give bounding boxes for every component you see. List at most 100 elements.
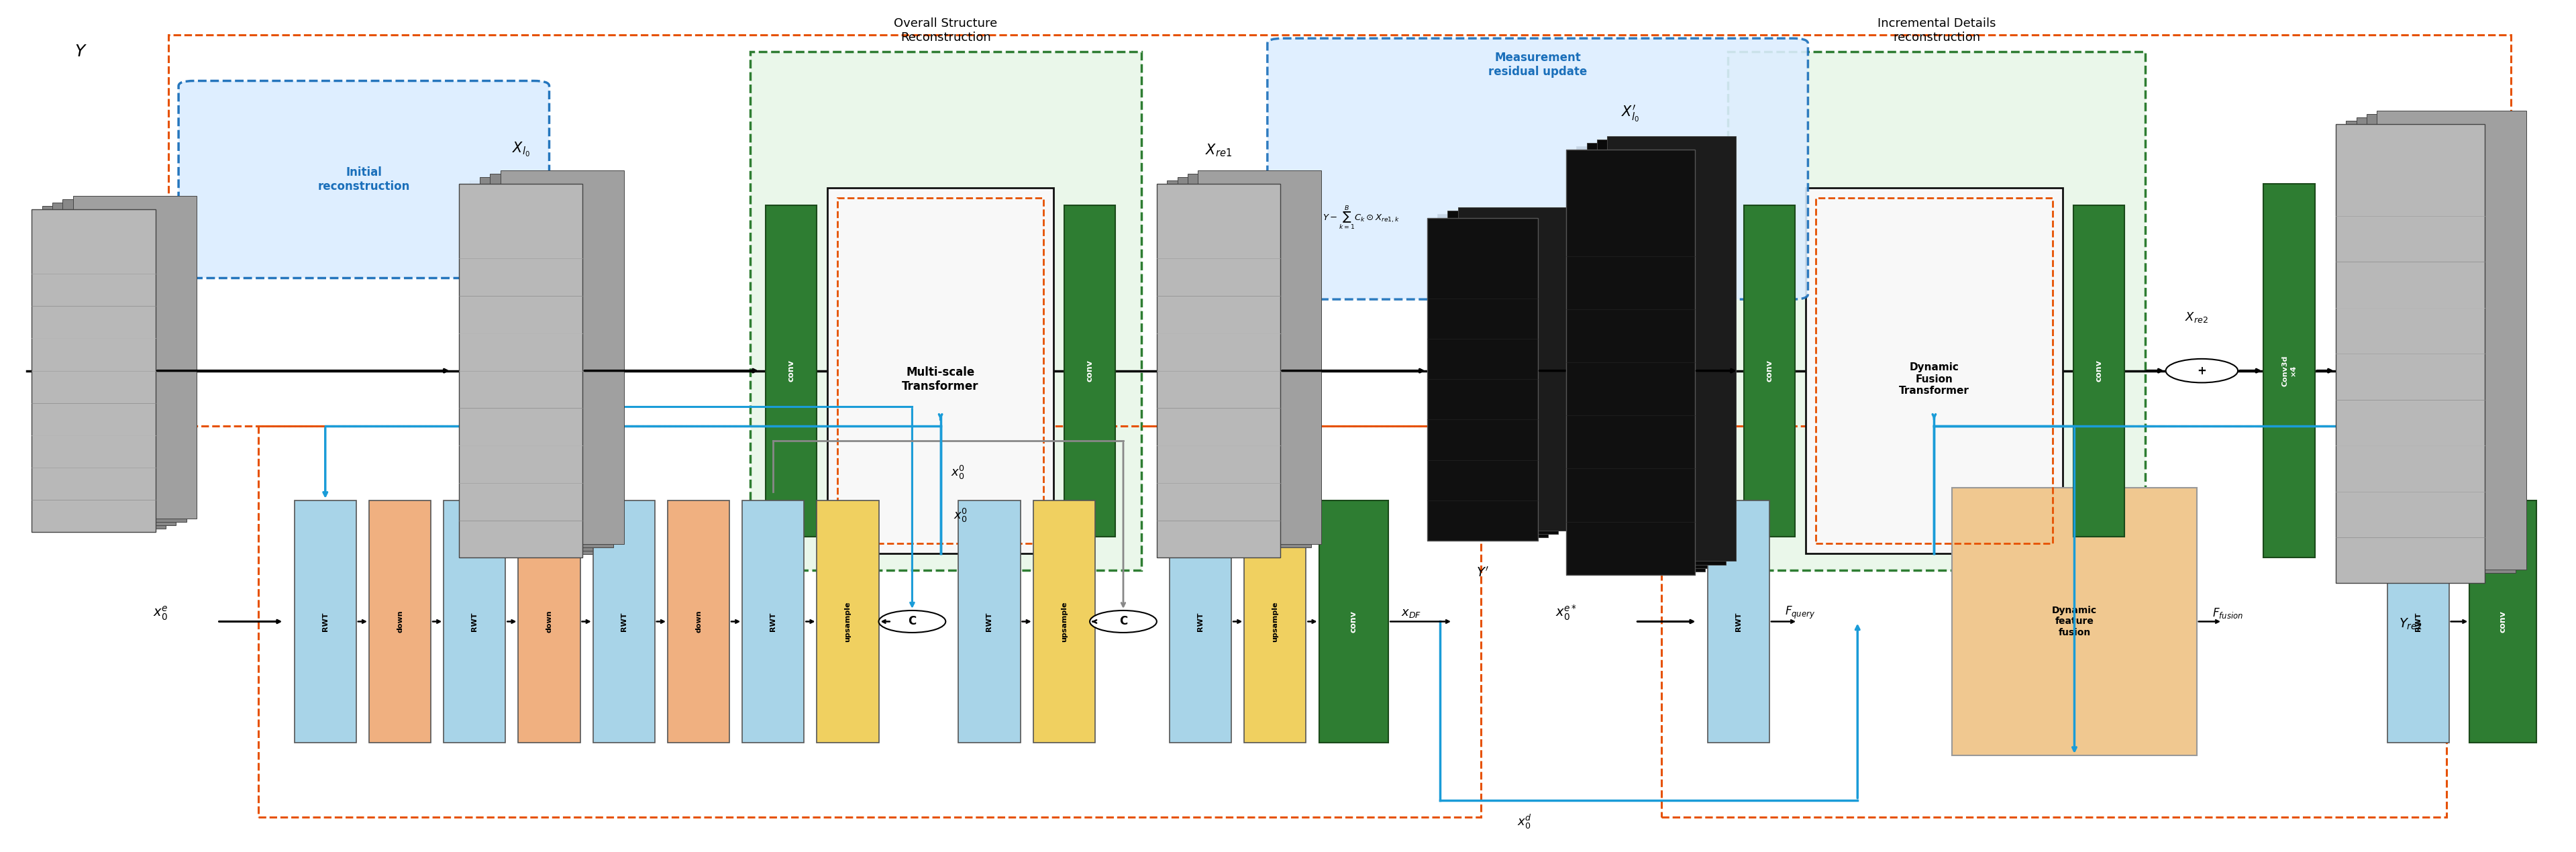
Bar — [1167, 181, 1291, 555]
Text: conv: conv — [786, 360, 796, 382]
Text: $F_{fusion}$: $F_{fusion}$ — [2213, 607, 2244, 619]
Text: Incremental Details
reconstruction: Incremental Details reconstruction — [1878, 17, 1996, 43]
Text: $Y' = Y - \sum_{k=1}^{B} C_k \odot X_{re1,k}$: $Y' = Y - \sum_{k=1}^{B} C_k \odot X_{re… — [1303, 204, 1399, 232]
Bar — [958, 500, 1020, 743]
Bar — [817, 500, 878, 743]
Circle shape — [1090, 611, 1157, 632]
Bar — [1728, 52, 2146, 571]
Text: conv: conv — [1350, 611, 1358, 632]
Bar — [41, 206, 165, 529]
Text: Overall Structure
Reconstruction: Overall Structure Reconstruction — [894, 17, 997, 43]
Bar — [750, 52, 1141, 571]
Bar — [459, 184, 582, 558]
Text: conv: conv — [2094, 360, 2102, 382]
Text: $F_{query}$: $F_{query}$ — [1785, 605, 1816, 621]
Bar — [1607, 136, 1736, 561]
Bar — [1157, 184, 1280, 558]
Text: $x_{DF}$: $x_{DF}$ — [1401, 607, 1422, 619]
Text: C: C — [1118, 615, 1128, 628]
Text: RWT: RWT — [987, 612, 992, 631]
Bar — [1744, 205, 1795, 537]
Text: $Y$: $Y$ — [75, 43, 88, 60]
Bar — [1448, 211, 1558, 534]
Bar — [2388, 500, 2450, 743]
Text: conv: conv — [2499, 611, 2506, 632]
Text: Conv3d
×4: Conv3d ×4 — [2282, 355, 2298, 386]
Text: down: down — [696, 610, 701, 633]
Bar — [1577, 147, 1705, 572]
Bar — [62, 199, 185, 522]
Text: $X_{re2}$: $X_{re2}$ — [2184, 311, 2208, 324]
Text: $x_0^0$: $x_0^0$ — [953, 507, 969, 524]
Bar — [1816, 199, 2053, 544]
Bar — [52, 203, 175, 526]
Text: $X_{re1}$: $X_{re1}$ — [1206, 142, 1231, 158]
Text: $x_0^e$: $x_0^e$ — [152, 604, 167, 622]
Bar — [2357, 118, 2506, 577]
Bar — [1157, 184, 1280, 558]
Text: Initial
reconstruction: Initial reconstruction — [317, 166, 410, 193]
Bar — [1064, 205, 1115, 537]
Text: $x_0^d$: $x_0^d$ — [1517, 813, 1533, 831]
Text: Measurement
residual update: Measurement residual update — [1489, 52, 1587, 78]
Circle shape — [878, 611, 945, 632]
Bar — [1033, 500, 1095, 743]
Bar — [1319, 500, 1388, 743]
Bar — [1427, 218, 1538, 541]
Text: conv: conv — [1084, 360, 1095, 382]
Bar — [1566, 150, 1695, 575]
Bar — [368, 500, 430, 743]
Bar — [469, 181, 592, 555]
Bar — [1427, 218, 1538, 541]
Text: C: C — [909, 615, 917, 628]
Bar — [2336, 124, 2486, 584]
Bar — [827, 188, 1054, 554]
Bar — [72, 196, 196, 519]
Bar — [1806, 188, 2063, 554]
Text: $x_0^{e*}$: $x_0^{e*}$ — [1556, 604, 1577, 622]
Bar — [1188, 174, 1311, 548]
Bar — [837, 199, 1043, 544]
Bar — [1708, 500, 1770, 743]
Bar — [1170, 500, 1231, 743]
Text: $X_{l_0}$: $X_{l_0}$ — [513, 141, 531, 158]
Bar — [167, 35, 2512, 426]
Bar — [1198, 170, 1321, 544]
Bar — [294, 500, 355, 743]
Bar — [31, 210, 155, 532]
Text: down: down — [397, 610, 404, 633]
Text: RWT: RWT — [770, 612, 775, 631]
Bar — [2378, 111, 2527, 570]
Text: $Y'$: $Y'$ — [1476, 567, 1489, 579]
Bar — [459, 184, 582, 558]
Text: RWT: RWT — [621, 612, 626, 631]
Bar — [1177, 177, 1301, 551]
Text: upsample: upsample — [845, 602, 850, 642]
Bar — [2347, 121, 2496, 580]
Text: RWT: RWT — [2414, 612, 2421, 631]
Text: conv: conv — [1765, 360, 1775, 382]
Text: RWT: RWT — [1736, 612, 1741, 631]
Bar — [500, 170, 623, 544]
Bar — [258, 426, 1481, 817]
Text: +: + — [2197, 365, 2208, 377]
Bar — [2470, 500, 2537, 743]
Bar — [479, 177, 603, 551]
FancyBboxPatch shape — [178, 81, 549, 278]
Bar — [1662, 426, 2447, 817]
Bar — [1458, 208, 1569, 531]
Text: $Y_{re2}$: $Y_{re2}$ — [2398, 618, 2421, 631]
Text: down: down — [546, 610, 554, 633]
Bar — [443, 500, 505, 743]
Text: upsample: upsample — [1273, 602, 1278, 642]
Bar — [489, 174, 613, 548]
Bar — [1587, 143, 1716, 568]
Circle shape — [2166, 359, 2239, 383]
Bar — [1437, 215, 1548, 538]
Bar — [31, 210, 155, 532]
Bar — [518, 500, 580, 743]
Text: $x_0^0$: $x_0^0$ — [951, 464, 966, 481]
Bar — [2367, 114, 2517, 573]
Text: Dynamic
Fusion
Transformer: Dynamic Fusion Transformer — [1899, 363, 1968, 396]
Bar — [1953, 487, 2197, 756]
